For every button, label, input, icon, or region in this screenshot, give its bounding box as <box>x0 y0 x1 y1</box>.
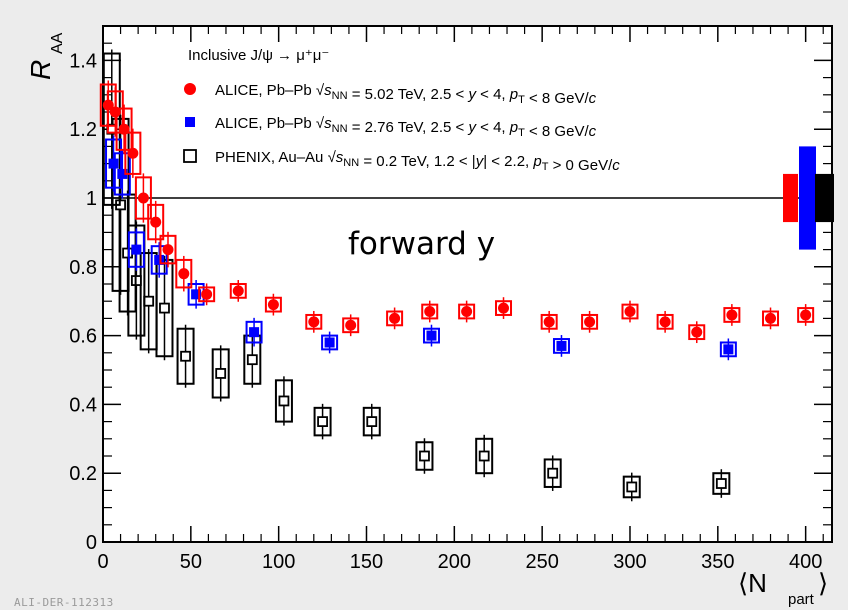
data-point <box>267 299 279 311</box>
forward-y-annotation: forward y <box>348 226 496 262</box>
x-tick-label: 50 <box>180 551 202 573</box>
data-point <box>131 244 142 255</box>
data-point <box>419 450 430 462</box>
chart-title: Inclusive J/ψ → μ⁺μ⁻ <box>188 47 329 64</box>
data-point <box>154 254 165 265</box>
y-tick-label: 1.4 <box>69 50 97 72</box>
data-point <box>366 416 378 428</box>
data-point <box>800 309 812 321</box>
global-uncertainty-box <box>815 173 834 223</box>
data-point <box>215 368 227 379</box>
plot-frame <box>102 25 833 543</box>
x-tick-label: 100 <box>262 551 295 573</box>
data-point <box>108 158 119 169</box>
data-point <box>232 285 244 297</box>
y-tick-label: 0.6 <box>69 326 97 348</box>
data-point <box>317 416 328 428</box>
y-tick-label: 0.8 <box>69 257 97 279</box>
data-point <box>324 337 335 348</box>
data-point <box>461 306 473 318</box>
y-tick-label: 0.2 <box>69 463 97 485</box>
data-point <box>478 450 490 462</box>
data-point <box>584 316 596 328</box>
data-point <box>308 316 320 328</box>
data-point <box>723 344 734 355</box>
x-axis-label: ⟨N <box>738 568 767 598</box>
y-axis-title: R AA <box>25 32 66 80</box>
y-tick-label: 0.4 <box>69 394 97 416</box>
data-series <box>99 49 815 502</box>
x-tick-label: 200 <box>438 551 471 573</box>
series-group <box>105 135 737 361</box>
source-tag: ALI-DER-112313 <box>14 596 114 609</box>
data-point <box>137 192 149 204</box>
data-point <box>345 319 357 331</box>
legend-label: ALICE, Pb–Pb √sNN = 5.02 TeV, 2.5 < y < … <box>215 82 597 107</box>
global-uncertainty-box <box>783 173 798 223</box>
data-point <box>150 216 162 228</box>
legend: Inclusive J/ψ → μ⁺μ⁻ ALICE, Pb–Pb √sNN =… <box>183 47 620 174</box>
data-point <box>201 288 213 300</box>
y-tick-label: 1 <box>86 188 97 210</box>
data-point <box>246 354 258 366</box>
data-point <box>191 289 202 300</box>
x-tick-label: 0 <box>97 551 108 573</box>
data-point <box>278 395 290 407</box>
legend-marker <box>184 83 196 95</box>
data-point <box>691 326 703 338</box>
global-uncertainty-box <box>799 146 816 250</box>
x-tick-label: 350 <box>701 551 734 573</box>
x-tick-label: 300 <box>613 551 646 573</box>
y-tick-label: 0 <box>86 532 97 554</box>
data-point <box>624 306 636 318</box>
legend-marker <box>183 149 197 163</box>
data-point <box>556 340 567 351</box>
legend-label: ALICE, Pb–Pb √sNN = 2.76 TeV, 2.5 < y < … <box>215 115 597 140</box>
legend-marker <box>185 117 195 127</box>
y-tick-label: 1.2 <box>69 119 97 141</box>
data-point <box>498 302 510 314</box>
data-point <box>424 306 436 318</box>
legend-label: PHENIX, Au–Au √sNN = 0.2 TeV, 1.2 < |y| … <box>215 149 620 174</box>
data-point <box>180 350 191 362</box>
data-point <box>659 316 671 328</box>
data-point <box>178 268 190 280</box>
data-point <box>765 312 777 324</box>
data-point <box>143 295 155 307</box>
x-axis-label-close: ⟩ <box>818 568 828 598</box>
y-axis-label-sub: AA <box>49 32 66 54</box>
data-point <box>162 244 174 256</box>
global-uncertainty-boxes <box>783 146 834 250</box>
data-point <box>249 327 260 338</box>
data-point <box>117 168 128 179</box>
x-tick-label: 150 <box>350 551 383 573</box>
x-tick-label: 400 <box>789 551 822 573</box>
series-group <box>99 80 815 344</box>
data-point <box>426 330 437 341</box>
data-point <box>543 316 555 328</box>
data-point <box>626 481 638 493</box>
y-axis-label: R <box>25 60 56 80</box>
x-axis-label-sub: part <box>788 591 815 608</box>
x-axis-title: ⟨N part ⟩ <box>738 568 828 608</box>
data-point <box>389 312 401 324</box>
data-point <box>159 302 170 314</box>
data-point <box>726 309 738 321</box>
data-point <box>715 478 727 489</box>
data-point <box>547 467 559 479</box>
x-tick-label: 250 <box>525 551 558 573</box>
data-point <box>102 99 114 111</box>
series-group <box>102 49 731 502</box>
